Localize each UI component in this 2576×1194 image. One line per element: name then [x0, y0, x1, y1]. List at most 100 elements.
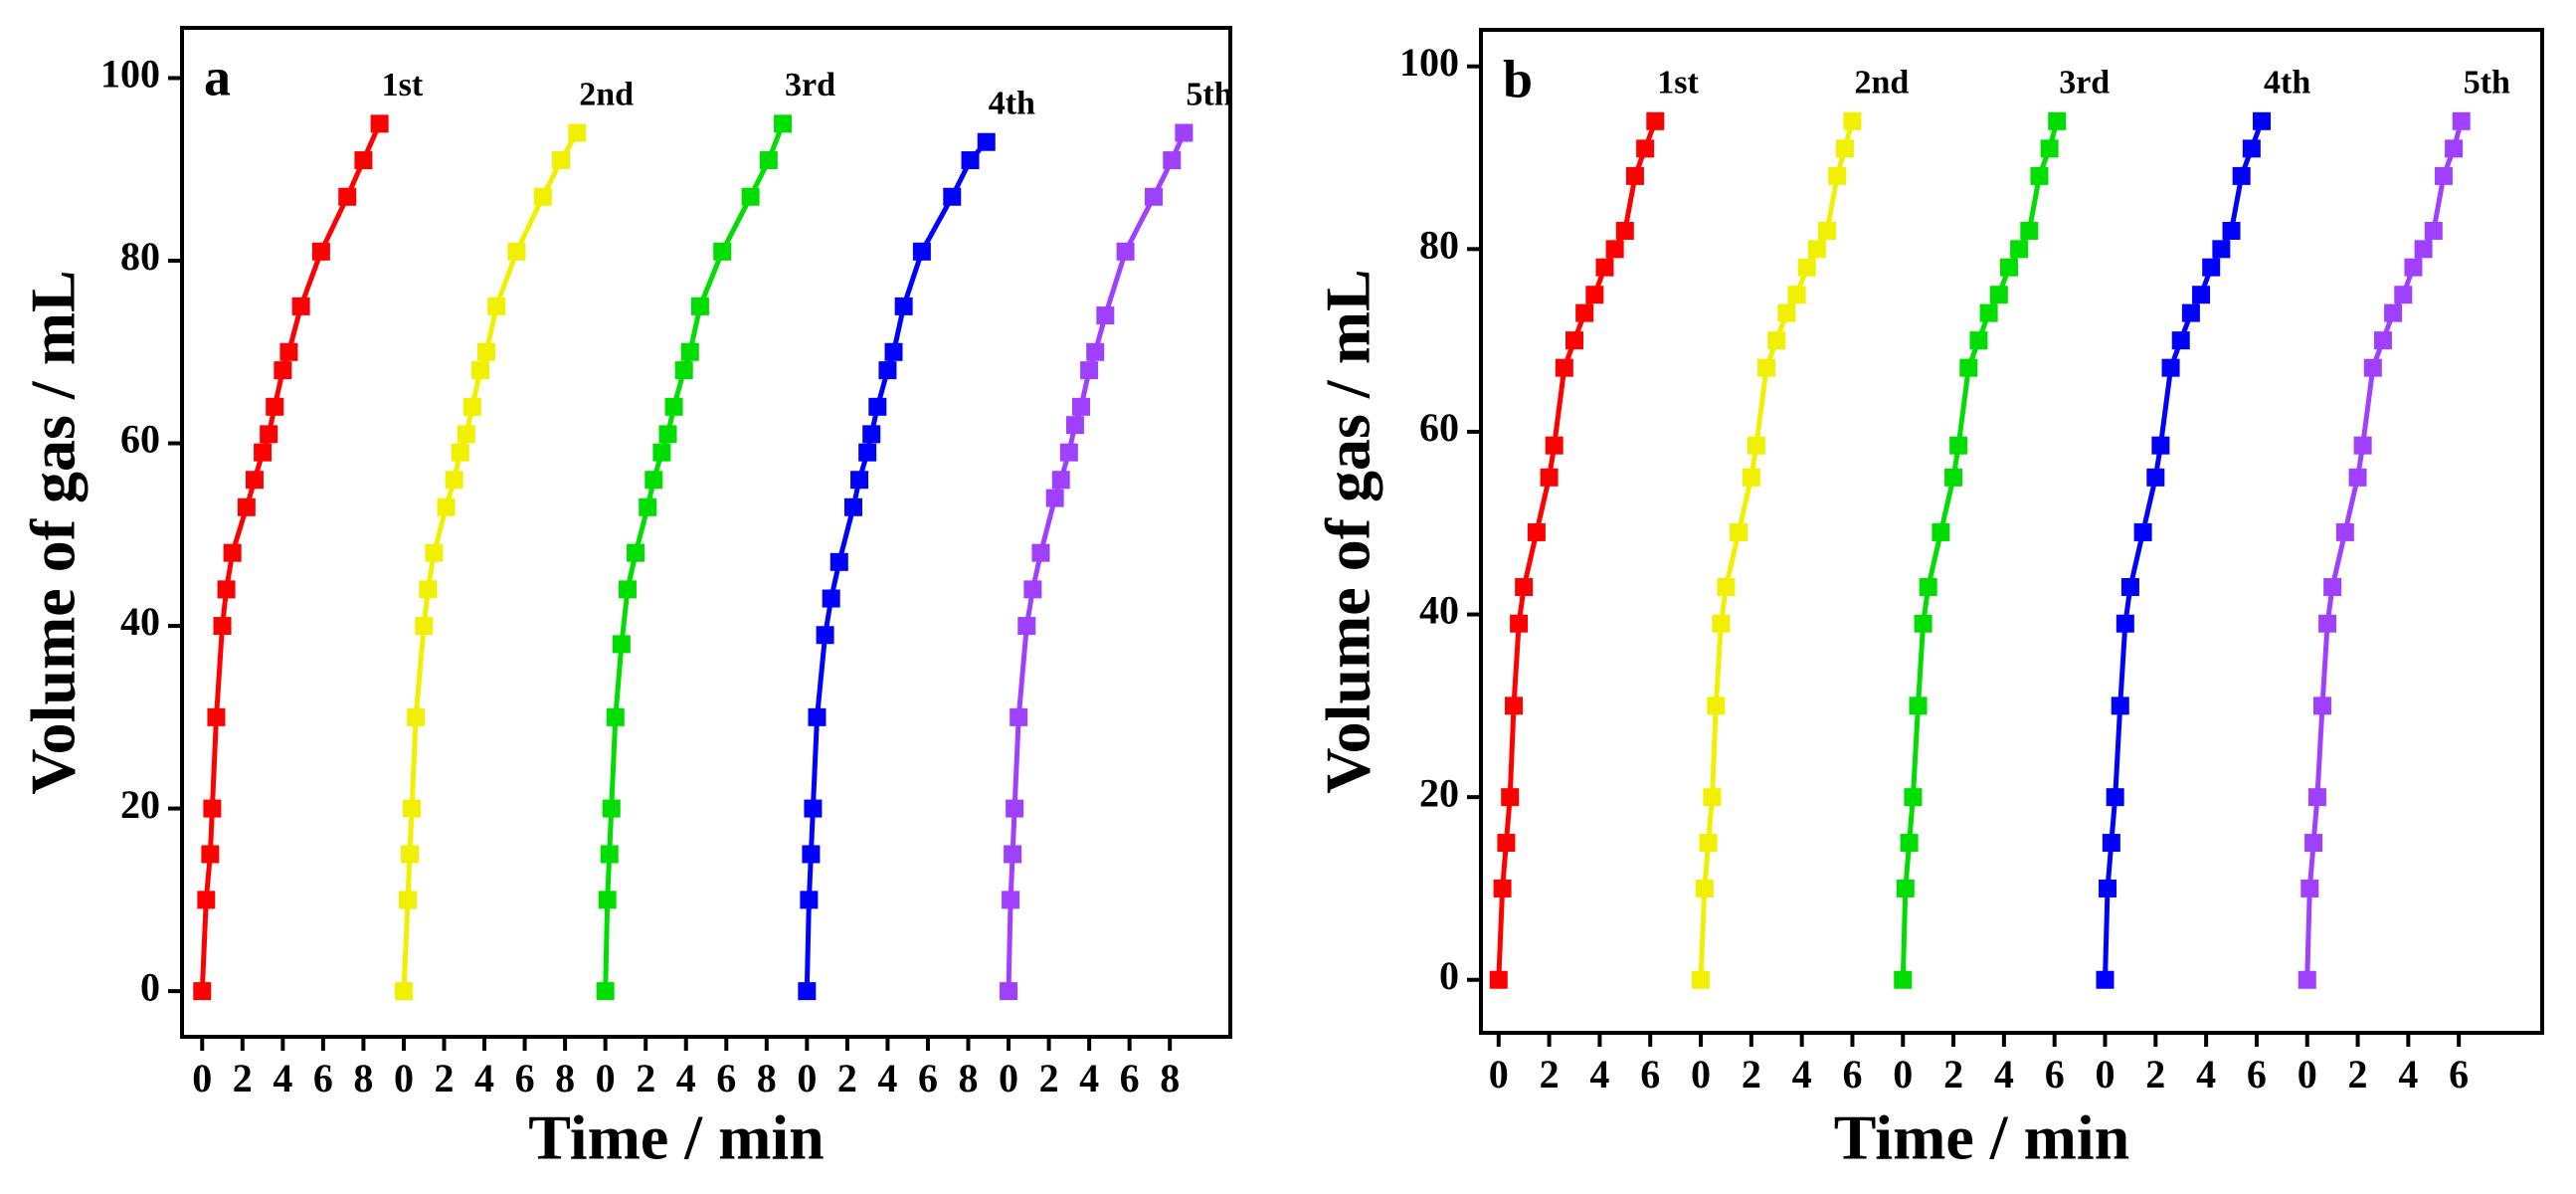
data-point	[266, 397, 284, 416]
data-point	[201, 845, 220, 864]
data-point	[802, 845, 821, 864]
data-point	[1059, 443, 1078, 462]
x-tick-label: 0	[394, 1056, 414, 1100]
data-point	[1010, 707, 1028, 726]
data-point	[2414, 240, 2433, 259]
data-point	[425, 543, 444, 562]
data-point	[1051, 471, 1070, 490]
data-point	[2335, 522, 2354, 541]
data-point	[1932, 522, 1950, 541]
data-point	[1787, 286, 1806, 304]
x-tick-label: 4	[2398, 1052, 2418, 1096]
data-point	[639, 498, 657, 516]
data-point	[1515, 578, 1534, 596]
data-point	[598, 891, 617, 909]
series-line	[1900, 120, 2060, 980]
data-point	[437, 498, 456, 516]
x-tick-label: 4	[2196, 1052, 2216, 1096]
x-tick-label: 6	[2449, 1052, 2469, 1096]
data-point	[1116, 242, 1135, 261]
x-tick-label: 0	[1489, 1052, 1509, 1096]
data-point	[1717, 578, 1736, 596]
x-tick-label: 8	[959, 1056, 979, 1100]
data-point	[606, 707, 625, 726]
series-label: 3rd	[785, 67, 835, 103]
data-point	[1894, 970, 1913, 989]
data-point	[618, 580, 637, 599]
data-point	[2202, 258, 2221, 277]
data-point	[2424, 221, 2443, 240]
x-tick-label: 2	[435, 1056, 455, 1100]
data-point	[1699, 834, 1718, 853]
x-tick-label: 2	[233, 1056, 253, 1100]
data-point	[1545, 436, 1564, 455]
data-point	[1585, 286, 1604, 304]
y-tick-label: 20	[1419, 770, 1459, 815]
data-point	[644, 471, 663, 490]
y-tick-label: 100	[100, 52, 160, 97]
data-point	[1695, 879, 1714, 897]
x-tick-label: 2	[636, 1056, 655, 1100]
x-tick-label: 6	[716, 1056, 736, 1100]
data-point	[354, 151, 373, 170]
data-point	[2181, 303, 2200, 322]
data-point	[1712, 614, 1731, 633]
data-point	[774, 114, 793, 133]
data-point	[2242, 139, 2261, 158]
data-point	[1144, 187, 1163, 206]
data-point	[2323, 578, 2342, 596]
series-line	[199, 122, 382, 992]
data-point	[2445, 139, 2464, 158]
x-axis-title: Time / min	[528, 1102, 825, 1173]
data-point	[1807, 240, 1826, 259]
data-point	[1595, 258, 1614, 277]
series-line	[1698, 120, 1855, 980]
data-point	[1835, 139, 1854, 158]
series-line	[603, 122, 786, 992]
data-point	[401, 845, 420, 864]
data-point	[1615, 221, 1634, 240]
data-point	[370, 114, 389, 133]
x-tick-label: 0	[1893, 1052, 1913, 1096]
data-point	[1969, 331, 1988, 350]
data-point	[1031, 543, 1050, 562]
data-point	[596, 982, 615, 1001]
data-point	[2040, 139, 2059, 158]
data-point	[652, 443, 671, 462]
x-tick-label: 2	[1742, 1052, 1761, 1096]
data-point	[217, 580, 236, 599]
data-point	[1575, 303, 1594, 322]
data-point	[713, 242, 732, 261]
series-line	[1496, 119, 1658, 980]
x-tick-label: 8	[555, 1056, 575, 1100]
data-point	[1777, 303, 1796, 322]
data-point	[403, 799, 422, 818]
data-point	[2373, 331, 2392, 350]
data-point	[868, 397, 887, 416]
data-point	[1489, 970, 1508, 989]
data-point	[2116, 614, 2134, 633]
data-point	[602, 799, 621, 818]
data-point	[274, 361, 292, 380]
y-tick-label: 80	[1419, 222, 1459, 267]
data-point	[1004, 845, 1022, 864]
data-point	[1692, 970, 1711, 989]
y-tick-label: 80	[120, 234, 160, 279]
data-point	[2120, 578, 2139, 596]
data-point	[808, 707, 827, 726]
data-point	[1757, 358, 1776, 377]
data-point	[507, 242, 526, 261]
data-point	[1703, 788, 1722, 807]
series-label: 2nd	[579, 76, 634, 112]
data-point	[1747, 436, 1765, 455]
x-tick-label: 6	[1842, 1052, 1862, 1096]
data-point	[2318, 614, 2337, 633]
plot-frame	[1479, 28, 2544, 1035]
data-point	[627, 543, 645, 562]
series-line	[401, 131, 580, 992]
x-tick-label: 2	[2348, 1052, 2368, 1096]
data-point	[2111, 696, 2129, 715]
data-point	[311, 242, 330, 261]
data-point	[2353, 436, 2372, 455]
x-tick-label: 6	[1120, 1056, 1140, 1100]
